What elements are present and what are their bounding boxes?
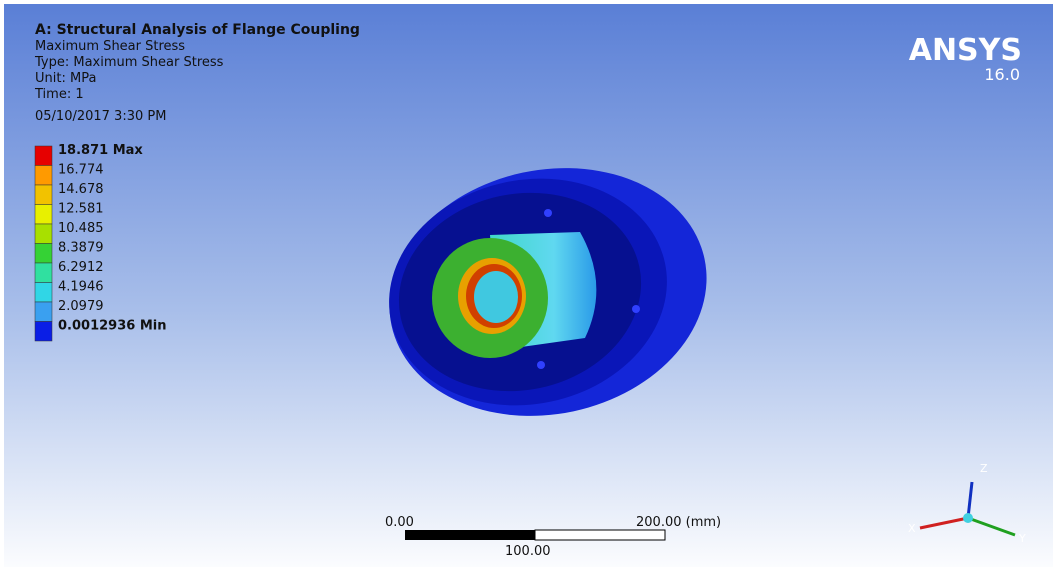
legend-swatch: [35, 146, 52, 166]
legend-swatch: [35, 205, 52, 225]
legend-label: 16.774: [58, 163, 104, 178]
logo-version: 16.0: [984, 65, 1020, 84]
legend-label: 14.678: [58, 182, 104, 197]
info-line: Time: 1: [34, 87, 84, 102]
legend-swatch: [35, 166, 52, 186]
legend-label: 12.581: [58, 202, 104, 217]
info-line: Type: Maximum Shear Stress: [34, 55, 224, 70]
screen: A: Structural Analysis of Flange Couplin…: [0, 0, 1057, 571]
legend-swatch: [35, 185, 52, 205]
legend-label: 0.0012936 Min: [58, 319, 166, 334]
legend-label: 8.3879: [58, 241, 104, 256]
info-line: Unit: MPa: [35, 71, 96, 86]
legend-swatch: [35, 244, 52, 264]
legend-swatch: [35, 322, 52, 342]
legend-swatch: [35, 224, 52, 244]
legend-label: 4.1946: [58, 280, 104, 295]
scale-start: 0.00: [385, 515, 414, 530]
axis-label: Z: [980, 462, 988, 475]
info-line: Maximum Shear Stress: [35, 39, 185, 54]
legend-label: 10.485: [58, 221, 104, 236]
title: A: Structural Analysis of Flange Couplin…: [35, 22, 360, 38]
legend-swatch: [35, 302, 52, 322]
legend-label: 6.2912: [58, 260, 104, 275]
viewport: A: Structural Analysis of Flange Couplin…: [0, 0, 1057, 571]
info-line: 05/10/2017 3:30 PM: [35, 109, 166, 124]
legend-label: 2.0979: [58, 299, 104, 314]
legend-swatch: [35, 283, 52, 303]
axis-label: Y: [1018, 532, 1026, 545]
scale-middle: 100.00: [505, 544, 551, 559]
legend-label: 18.871 Max: [58, 143, 143, 158]
legend-swatch: [35, 263, 52, 283]
logo: ANSYS: [909, 33, 1022, 68]
axis-label: X: [908, 522, 916, 535]
scale-end: 200.00 (mm): [636, 515, 721, 530]
